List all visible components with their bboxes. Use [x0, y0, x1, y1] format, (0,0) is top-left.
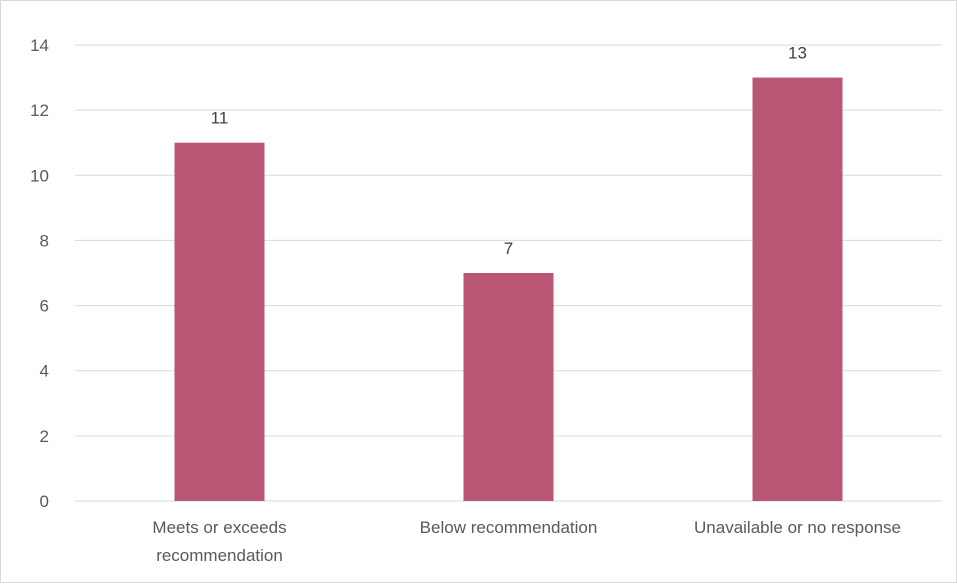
x-axis-categories: Meets or exceeds recommendation Below reco… — [152, 518, 901, 565]
x-category-label: Below recommendation — [420, 518, 598, 537]
y-tick-label: 8 — [40, 231, 49, 250]
bar — [174, 142, 265, 501]
data-label: 7 — [504, 239, 513, 258]
bars — [174, 77, 843, 502]
y-tick-label: 10 — [30, 166, 49, 185]
x-category-label: Unavailable or no response — [694, 518, 901, 537]
y-tick-label: 4 — [40, 362, 49, 381]
y-axis-ticks: 0 2 4 6 8 10 12 14 — [30, 36, 49, 511]
y-tick-label: 2 — [40, 427, 49, 446]
x-category-label: recommendation — [156, 546, 283, 565]
y-tick-label: 0 — [40, 492, 49, 511]
y-tick-label: 6 — [40, 297, 49, 316]
bar — [752, 77, 843, 502]
bar — [463, 273, 554, 501]
y-tick-label: 12 — [30, 101, 49, 120]
x-category-label: Meets or exceeds — [152, 518, 286, 537]
data-label: 11 — [211, 109, 229, 128]
y-tick-label: 14 — [30, 36, 49, 55]
data-labels: 11 7 13 — [211, 44, 807, 258]
data-label: 13 — [788, 44, 807, 63]
